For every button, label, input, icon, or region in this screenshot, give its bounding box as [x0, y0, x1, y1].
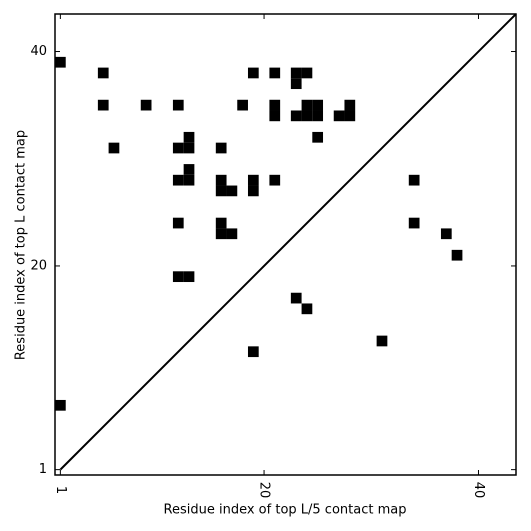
contact-cell [312, 131, 324, 143]
contact-cell [451, 249, 463, 261]
diagonal-line [59, 13, 517, 471]
contact-cell [247, 174, 259, 186]
contact-cell [269, 110, 281, 122]
contact-cell [55, 399, 66, 411]
contact-cell [97, 67, 109, 79]
contact-cell [290, 292, 302, 304]
y-tick-label: 40 [30, 44, 47, 59]
contact-cell [376, 335, 388, 347]
contact-cell [247, 346, 259, 358]
contact-cell [215, 228, 227, 240]
x-axis-label: Residue index of top L/5 contact map [164, 503, 407, 518]
contact-cell [301, 110, 313, 122]
contact-cell [312, 99, 324, 111]
contact-cell [172, 142, 184, 154]
contact-cell [172, 217, 184, 229]
contact-cell [183, 164, 195, 175]
contact-cell [183, 174, 195, 186]
contact-cell [172, 271, 184, 283]
contact-cell [237, 99, 248, 111]
contact-cell [215, 142, 227, 154]
contact-cell [55, 56, 66, 68]
contact-cell [247, 185, 259, 197]
y-tick-label: 1 [39, 462, 47, 477]
x-tick-label: 40 [471, 482, 486, 499]
contact-cell [408, 174, 420, 186]
contact-cell [172, 174, 184, 186]
contact-cell [226, 185, 238, 197]
contact-cell [301, 99, 313, 111]
contact-cell [312, 110, 324, 122]
contact-cell [408, 217, 420, 229]
x-tick-label: 1 [53, 486, 68, 494]
contact-cell [269, 67, 281, 79]
x-tick-label: 20 [257, 482, 272, 499]
contact-cell [290, 110, 302, 122]
contact-cell [290, 78, 302, 90]
contact-cell [344, 110, 356, 122]
contact-cell [333, 110, 345, 122]
y-axis-label: Residue index of top L contact map [14, 130, 29, 360]
contact-cell [215, 185, 227, 197]
contact-cell [183, 142, 195, 154]
contact-cell [344, 99, 356, 111]
contact-cell [301, 303, 313, 315]
plot-frame [54, 13, 517, 476]
contact-cell [301, 67, 313, 79]
contact-cell [290, 67, 302, 79]
contact-cell [215, 217, 227, 229]
y-tick-label: 20 [30, 258, 47, 273]
contact-cell [226, 228, 238, 240]
contact-cell [183, 271, 195, 283]
contact-cell [215, 174, 227, 186]
contact-cell [247, 67, 259, 79]
contact-cell [108, 142, 120, 154]
contact-cell [172, 99, 184, 111]
contact-cell [269, 174, 281, 186]
contact-cell [97, 99, 109, 111]
contact-cell [140, 99, 152, 111]
contact-cell [440, 228, 452, 240]
contact-cell [269, 99, 281, 111]
contact-cell [183, 131, 195, 143]
